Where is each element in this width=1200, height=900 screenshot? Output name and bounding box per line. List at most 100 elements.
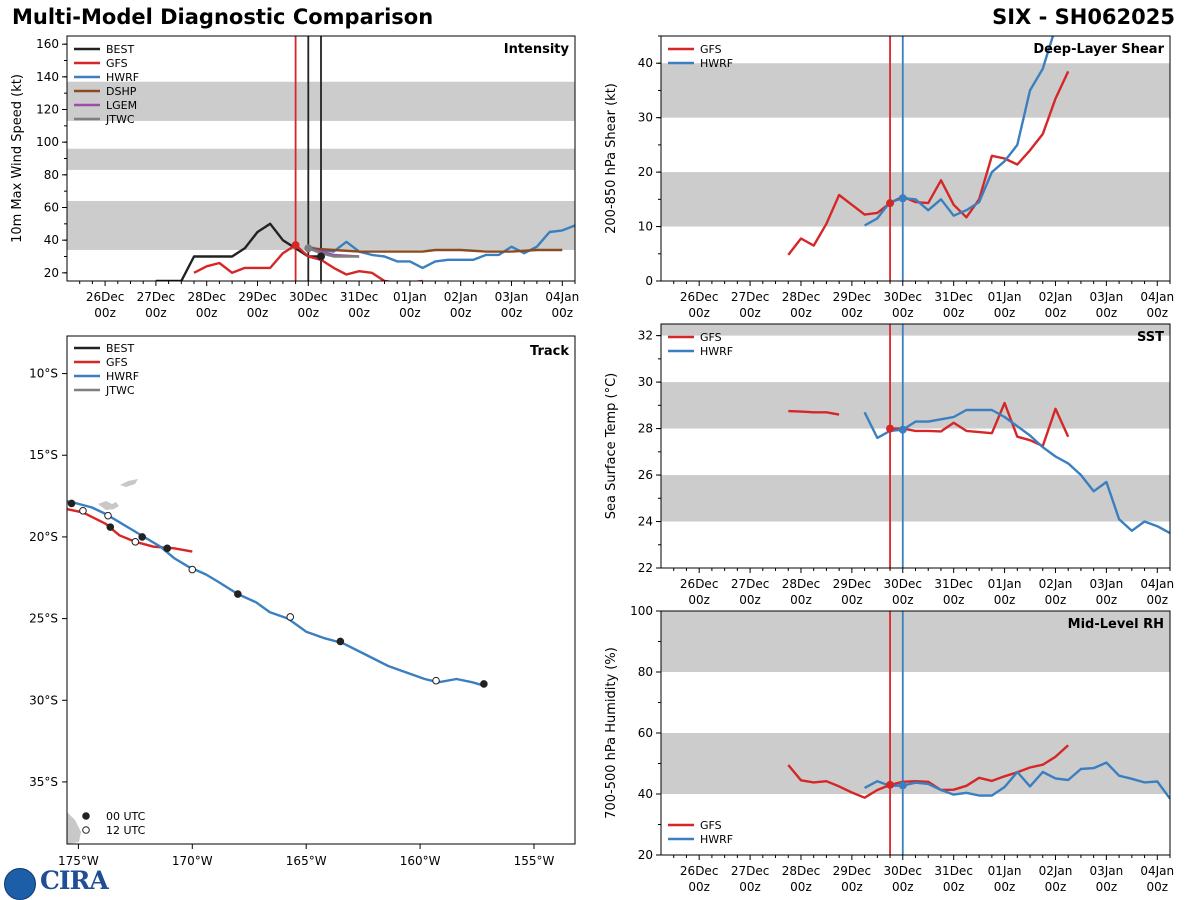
panel-title: SST <box>1137 330 1164 345</box>
y-tick-label: 80 <box>638 665 653 679</box>
legend-label-hwrf: HWRF <box>106 71 139 84</box>
x-tick-label: 26Dec <box>680 864 719 878</box>
panel-title: Mid-Level RH <box>1068 617 1164 632</box>
x-tick-label: 00z <box>298 306 320 320</box>
plot-area <box>67 36 575 281</box>
track-line-gfs <box>67 507 193 553</box>
y-axis-label: Sea Surface Temp (°C) <box>604 373 619 520</box>
track-point-12utc <box>30 491 37 498</box>
x-tick-label: 00z <box>1096 593 1118 607</box>
y-tick-label: 100 <box>36 135 59 149</box>
x-tick-label: 01Jan <box>393 290 427 304</box>
y-tick-label: 80 <box>44 168 59 182</box>
track-point-00utc <box>106 523 115 531</box>
y-tick-label: 20 <box>638 848 653 862</box>
x-tick-label: 02Jan <box>1039 864 1073 878</box>
x-tick-label: 26Dec <box>680 290 719 304</box>
marker-gfs <box>886 199 895 208</box>
x-tick-label: 00z <box>501 306 523 320</box>
track-point-12utc <box>432 676 440 685</box>
series-line-dshp <box>308 247 563 253</box>
track-point-00utc <box>55 498 62 505</box>
series-line-gfs <box>787 744 1070 799</box>
track-point-12utc <box>23 494 30 501</box>
y-tick-label: 120 <box>36 103 59 117</box>
series-line-jtwc <box>307 247 360 258</box>
threshold-band <box>661 475 1170 522</box>
x-tick-label: 00z <box>739 306 761 320</box>
x-tick-label: 01Jan <box>988 290 1022 304</box>
series-line-gfs <box>788 409 840 416</box>
page-title: Multi-Model Diagnostic Comparison <box>12 5 434 29</box>
x-tick-label: 00z <box>348 306 370 320</box>
x-tick-label: 31Dec <box>340 290 379 304</box>
legend-label-gfs: GFS <box>700 331 722 344</box>
plot-area <box>661 611 1170 855</box>
x-tick-label: 00z <box>943 306 965 320</box>
x-tick-label: 01Jan <box>988 577 1022 591</box>
x-tick-label: 27Dec <box>731 290 770 304</box>
marker-hwrf <box>898 425 907 434</box>
x-tick-label: 29Dec <box>833 290 872 304</box>
x-tick-label: 04Jan <box>1140 290 1174 304</box>
marker-hwrf <box>898 194 907 203</box>
y-tick-label: 24 <box>638 515 653 529</box>
x-tick-label: 00z <box>688 306 710 320</box>
x-tick-label: 00z <box>943 593 965 607</box>
map-area <box>23 479 488 844</box>
y-tick-label: 20 <box>638 165 653 179</box>
y-tick-label: 22 <box>638 561 653 575</box>
x-tick-label: 04Jan <box>545 290 579 304</box>
x-tick-label: 00z <box>196 306 218 320</box>
y-tick-label: 30 <box>638 111 653 125</box>
x-tick-label: 29Dec <box>833 577 872 591</box>
x-tick-label: 00z <box>892 306 914 320</box>
x-tick-label: 30Dec <box>289 290 328 304</box>
x-tick-label: 160°W <box>400 854 441 868</box>
track-point-00utc <box>480 680 488 688</box>
y-tick-label: 26 <box>638 468 653 482</box>
x-tick-label: 27Dec <box>137 290 176 304</box>
track-point-12utc <box>286 613 295 621</box>
x-tick-label: 00z <box>1045 880 1067 894</box>
x-tick-label: 00z <box>892 593 914 607</box>
series-line-hwrf <box>864 761 1170 800</box>
y-tick-label: 0 <box>645 274 653 288</box>
x-tick-label: 00z <box>892 880 914 894</box>
track-point-00utc <box>39 500 46 507</box>
cira-logo: CIRA <box>4 866 114 900</box>
track-point-00utc <box>138 533 146 541</box>
series-line-gfs <box>787 70 1070 256</box>
x-tick-label: 30Dec <box>884 864 923 878</box>
x-tick-label: 31Dec <box>934 864 973 878</box>
track-point-00utc <box>163 544 172 553</box>
panel-intensity: 20 40 60 80 100 120 140 160 26Dec 00z 27Dec 00z 28De… <box>10 35 579 320</box>
y-tick-label: 40 <box>638 56 653 70</box>
x-tick-label: 175°W <box>58 854 99 868</box>
x-tick-label: 00z <box>994 306 1016 320</box>
legend-label-gfs: GFS <box>700 43 722 56</box>
x-tick-label: 00z <box>790 593 812 607</box>
x-tick-label: 28Dec <box>782 290 821 304</box>
x-tick-label: 00z <box>841 880 863 894</box>
track-line-hwrf <box>67 500 485 687</box>
x-tick-label: 00z <box>450 306 472 320</box>
x-tick-label: 00z <box>994 593 1016 607</box>
y-tick-label: 28 <box>638 422 653 436</box>
y-tick-label: 30°S <box>29 693 58 707</box>
x-tick-label: 00z <box>1146 593 1168 607</box>
x-tick-label: 30Dec <box>884 577 923 591</box>
plot-area <box>661 36 1170 281</box>
y-tick-label: 40 <box>638 787 653 801</box>
panel-shear: 0 10 20 30 40 26Dec 00z 27Dec 00z 28Dec 00z 29Dec 00… <box>604 35 1174 320</box>
x-tick-label: 27Dec <box>731 577 770 591</box>
x-tick-label: 02Jan <box>444 290 478 304</box>
axes-frame <box>660 323 1171 569</box>
x-tick-label: 04Jan <box>1140 577 1174 591</box>
x-tick-label: 02Jan <box>1039 290 1073 304</box>
x-tick-label: 03Jan <box>495 290 529 304</box>
x-tick-label: 00z <box>841 306 863 320</box>
x-tick-label: 00z <box>688 593 710 607</box>
marker-gfs <box>291 241 300 250</box>
